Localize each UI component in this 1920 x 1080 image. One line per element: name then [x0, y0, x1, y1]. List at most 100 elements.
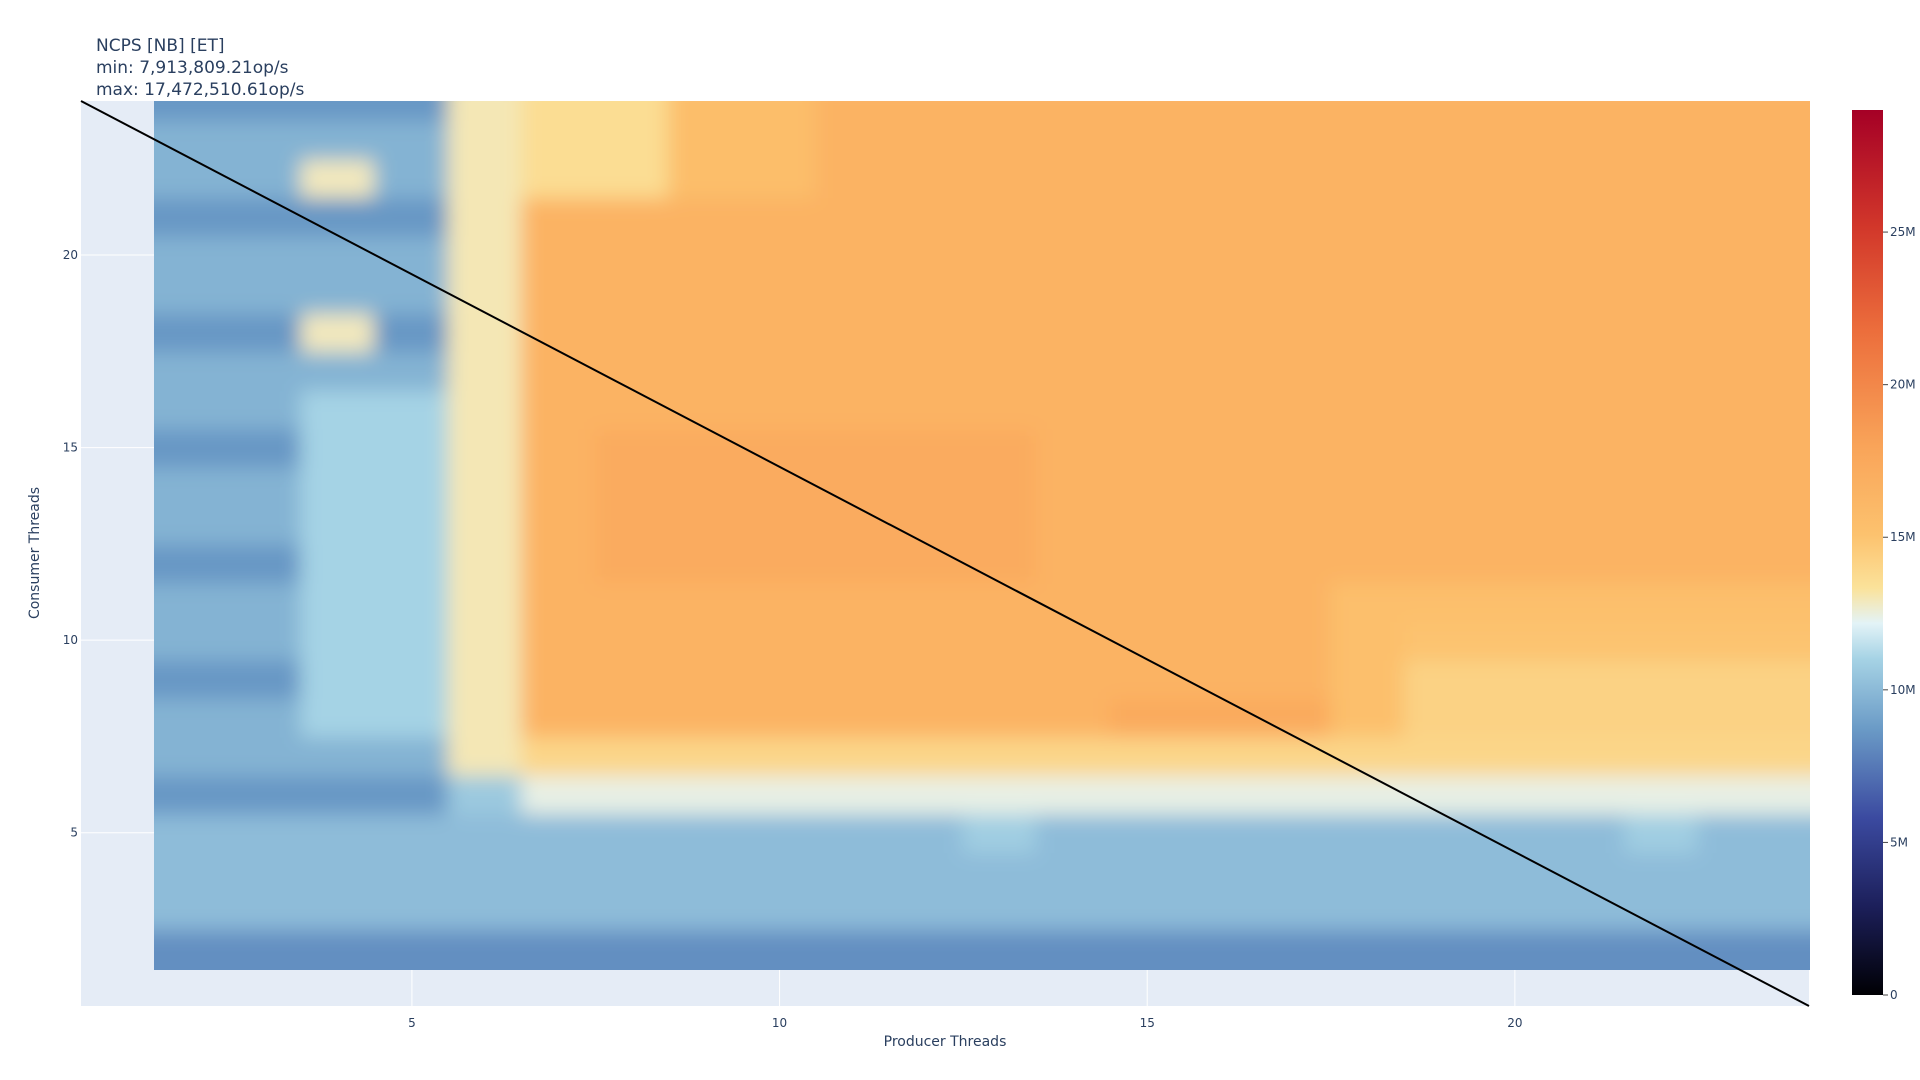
- heatmap-cell: [1477, 696, 1553, 738]
- heatmap-cell: [1403, 812, 1480, 853]
- diagonal-line: [80, 100, 1810, 1007]
- heatmap-cell: [1477, 542, 1553, 584]
- heatmap-cell: [227, 812, 303, 853]
- heatmap-cell: [1550, 773, 1627, 815]
- colorbar-tick-label: 5M: [1890, 835, 1908, 849]
- heatmap-cell: [1035, 581, 1112, 622]
- heatmap-cell: [1771, 234, 1810, 276]
- heatmap-cell: [1182, 581, 1259, 622]
- heatmap-cell: [1624, 889, 1700, 930]
- heatmap-cell: [447, 889, 524, 930]
- heatmap-cell: [1403, 119, 1480, 160]
- colorbar-tick-label: 25M: [1890, 225, 1916, 239]
- heatmap-cell: [1182, 196, 1259, 237]
- heatmap-cell: [888, 388, 965, 430]
- heatmap-cell: [374, 388, 450, 430]
- heatmap-cell: [1330, 504, 1406, 545]
- heatmap-cell: [594, 465, 671, 507]
- heatmap-cell: [1697, 773, 1774, 815]
- heatmap-cell: [374, 581, 450, 622]
- heatmap-cell: [1477, 927, 1553, 969]
- heatmap-cell: [1403, 889, 1480, 930]
- heatmap-cell: [668, 427, 744, 468]
- heatmap-cell: [962, 619, 1038, 661]
- heatmap-cell: [300, 619, 377, 661]
- heatmap-cell: [1256, 504, 1333, 545]
- heatmap-cell: [1697, 311, 1774, 353]
- heatmap-cell: [227, 388, 303, 430]
- heatmap-cell: [154, 101, 230, 122]
- heatmap-cell: [300, 119, 377, 160]
- heatmap-cell: [741, 504, 818, 545]
- heatmap-cell: [668, 273, 744, 314]
- heatmap-cell: [1771, 812, 1810, 853]
- chart-title-line-3: max: 17,472,510.61op/s: [96, 80, 304, 100]
- heatmap-cell: [1697, 273, 1774, 314]
- heatmap-cell: [1624, 581, 1700, 622]
- heatmap-cell: [154, 850, 230, 892]
- heatmap-cell: [1182, 658, 1259, 699]
- heatmap-cells: [154, 101, 1810, 970]
- heatmap-cell: [668, 927, 744, 969]
- heatmap-cell: [1403, 388, 1480, 430]
- heatmap-cell: [594, 581, 671, 622]
- heatmap-cell: [521, 889, 597, 930]
- heatmap-cell: [521, 234, 597, 276]
- heatmap-cell: [521, 850, 597, 892]
- heatmap-cell: [1109, 889, 1185, 930]
- heatmap-cell: [1771, 504, 1810, 545]
- heatmap-cell: [521, 350, 597, 391]
- heatmap-cell: [521, 735, 597, 776]
- heatmap-cell: [1624, 773, 1700, 815]
- heatmap-cell: [1550, 311, 1627, 353]
- heatmap-cell: [1182, 388, 1259, 430]
- heatmap-cell: [594, 234, 671, 276]
- heatmap-cell: [521, 581, 597, 622]
- heatmap-cell: [962, 234, 1038, 276]
- heatmap-cell: [1477, 812, 1553, 853]
- heatmap-cell: [374, 812, 450, 853]
- heatmap-cell: [374, 542, 450, 584]
- heatmap-cell: [888, 234, 965, 276]
- y-tick-label: 10: [63, 633, 78, 647]
- heatmap-cell: [1771, 311, 1810, 353]
- heatmap-cell: [1624, 542, 1700, 584]
- heatmap-cell: [374, 696, 450, 738]
- heatmap-cell: [521, 773, 597, 815]
- heatmap-cell: [1330, 927, 1406, 969]
- heatmap-cell: [227, 619, 303, 661]
- heatmap-cell: [962, 119, 1038, 160]
- heatmap-cell: [374, 273, 450, 314]
- heatmap-cell: [741, 273, 818, 314]
- heatmap-cell: [154, 196, 230, 237]
- colorbar-gradient: [1852, 110, 1883, 995]
- heatmap-cell: [741, 581, 818, 622]
- heatmap-cell: [227, 658, 303, 699]
- heatmap-cell: [1109, 773, 1185, 815]
- heatmap-cell: [1550, 619, 1627, 661]
- heatmap-cell: [1330, 465, 1406, 507]
- heatmap-cell: [1550, 119, 1627, 160]
- heatmap-cell: [1403, 273, 1480, 314]
- heatmap-cell: [594, 850, 671, 892]
- heatmap-cell: [300, 157, 377, 199]
- colorbar-tick-label: 10M: [1890, 683, 1916, 697]
- heatmap-cell: [668, 850, 744, 892]
- heatmap-cell: [1256, 119, 1333, 160]
- x-tick-label: 5: [408, 1016, 416, 1030]
- heatmap-cell: [888, 542, 965, 584]
- heatmap-cell: [1256, 350, 1333, 391]
- heatmap-cell: [227, 196, 303, 237]
- heatmap-cell: [227, 581, 303, 622]
- heatmap-cell: [741, 773, 818, 815]
- heatmap-cell: [1109, 619, 1185, 661]
- heatmap-cell: [1182, 311, 1259, 353]
- heatmap-cell: [447, 196, 524, 237]
- heatmap-cell: [374, 311, 450, 353]
- heatmap-cell: [1035, 696, 1112, 738]
- heatmap-cell: [300, 735, 377, 776]
- heatmap-cell: [447, 427, 524, 468]
- heatmap-cell: [594, 311, 671, 353]
- heatmap-cell: [668, 812, 744, 853]
- heatmap-cell: [1771, 465, 1810, 507]
